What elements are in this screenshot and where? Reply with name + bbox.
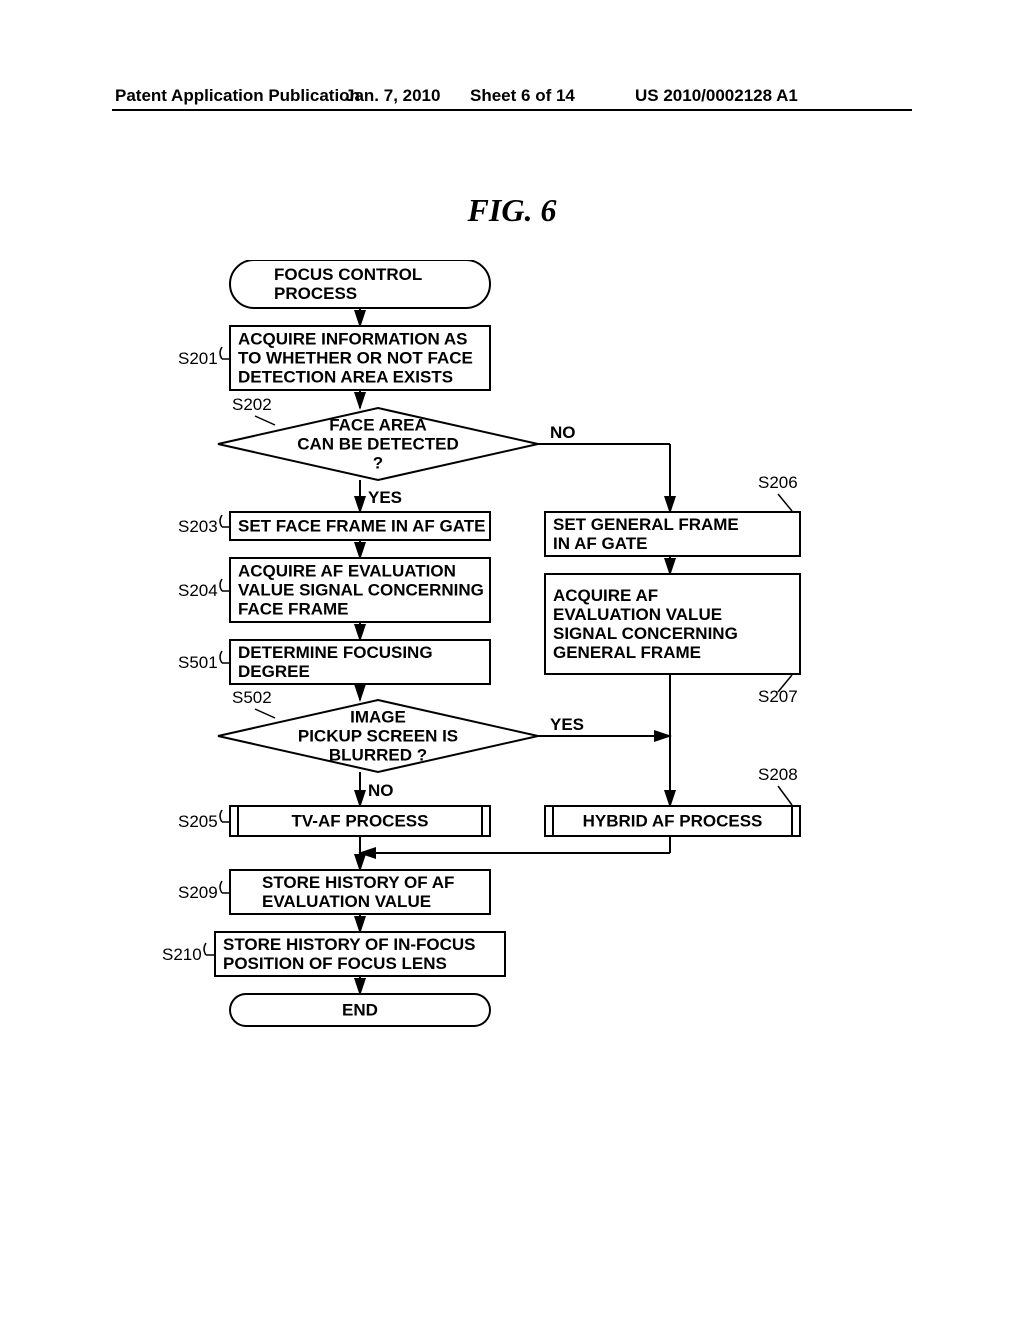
svg-text:TV-AF PROCESS: TV-AF PROCESS — [292, 812, 429, 831]
node-s209: STORE HISTORY OF AFEVALUATION VALUE — [230, 870, 490, 914]
header-pubno: US 2010/0002128 A1 — [635, 86, 798, 106]
node-s208: HYBRID AF PROCESS — [545, 806, 800, 836]
svg-text:DETERMINE FOCUSING: DETERMINE FOCUSING — [238, 643, 433, 662]
svg-text:ACQUIRE AF EVALUATION: ACQUIRE AF EVALUATION — [238, 562, 456, 581]
svg-text:BLURRED ?: BLURRED ? — [329, 746, 427, 765]
svg-text:ACQUIRE INFORMATION AS: ACQUIRE INFORMATION AS — [238, 330, 468, 349]
svg-text:EVALUATION VALUE: EVALUATION VALUE — [262, 892, 431, 911]
node-s206: SET GENERAL FRAMEIN AF GATE — [545, 512, 800, 556]
node-s203: SET FACE FRAME IN AF GATE — [230, 512, 490, 540]
svg-text:DEGREE: DEGREE — [238, 662, 310, 681]
svg-text:YES: YES — [368, 488, 402, 507]
header-sheet: Sheet 6 of 14 — [470, 86, 575, 106]
svg-text:FOCUS CONTROL: FOCUS CONTROL — [274, 265, 422, 284]
svg-text:IMAGE: IMAGE — [350, 708, 406, 727]
svg-text:YES: YES — [550, 715, 584, 734]
svg-text:SET GENERAL FRAME: SET GENERAL FRAME — [553, 515, 739, 534]
svg-text:SIGNAL CONCERNING: SIGNAL CONCERNING — [553, 624, 738, 643]
svg-text:CAN BE DETECTED: CAN BE DETECTED — [297, 435, 459, 454]
node-s210: STORE HISTORY OF IN-FOCUSPOSITION OF FOC… — [215, 932, 505, 976]
svg-text:PICKUP SCREEN IS: PICKUP SCREEN IS — [298, 727, 458, 746]
svg-text:IN AF GATE: IN AF GATE — [553, 534, 647, 553]
svg-text:S204: S204 — [178, 581, 218, 600]
svg-text:S501: S501 — [178, 653, 218, 672]
svg-text:END: END — [342, 1001, 378, 1020]
svg-text:S209: S209 — [178, 883, 218, 902]
node-s204: ACQUIRE AF EVALUATIONVALUE SIGNAL CONCER… — [230, 558, 490, 622]
node-s501: DETERMINE FOCUSINGDEGREE — [230, 640, 490, 684]
svg-text:?: ? — [373, 454, 383, 473]
node-s502: IMAGEPICKUP SCREEN ISBLURRED ? — [218, 700, 538, 772]
node-start: FOCUS CONTROLPROCESS — [230, 260, 490, 308]
node-s205: TV-AF PROCESS — [230, 806, 490, 836]
header-publication: Patent Application Publication — [115, 86, 360, 106]
svg-text:POSITION OF FOCUS LENS: POSITION OF FOCUS LENS — [223, 954, 447, 973]
svg-text:PROCESS: PROCESS — [274, 284, 357, 303]
node-s201: ACQUIRE INFORMATION ASTO WHETHER OR NOT … — [230, 326, 490, 390]
node-end: END — [230, 994, 490, 1026]
flowchart-fig6: YES NO NO YES FOCUS CONTROLPROCESS ACQUIRE IN… — [150, 260, 870, 1090]
svg-text:HYBRID AF PROCESS: HYBRID AF PROCESS — [583, 812, 763, 831]
figure-title: FIG. 6 — [0, 192, 1024, 229]
svg-text:DETECTION AREA EXISTS: DETECTION AREA EXISTS — [238, 368, 453, 387]
svg-text:S208: S208 — [758, 765, 798, 784]
svg-text:TO WHETHER OR NOT FACE: TO WHETHER OR NOT FACE — [238, 349, 473, 368]
svg-text:SET FACE FRAME IN AF GATE: SET FACE FRAME IN AF GATE — [238, 517, 485, 536]
svg-text:S205: S205 — [178, 812, 218, 831]
svg-text:S203: S203 — [178, 517, 218, 536]
svg-text:NO: NO — [368, 781, 394, 800]
patent-page: Patent Application Publication Jan. 7, 2… — [0, 0, 1024, 1320]
svg-text:FACE AREA: FACE AREA — [329, 416, 427, 435]
svg-text:STORE HISTORY OF IN-FOCUS: STORE HISTORY OF IN-FOCUS — [223, 935, 476, 954]
svg-text:EVALUATION VALUE: EVALUATION VALUE — [553, 605, 722, 624]
node-s202: FACE AREACAN BE DETECTED? — [218, 408, 538, 480]
svg-text:S207: S207 — [758, 687, 798, 706]
node-s207: ACQUIRE AFEVALUATION VALUESIGNAL CONCERN… — [545, 574, 800, 674]
svg-text:S502: S502 — [232, 688, 272, 707]
svg-text:NO: NO — [550, 423, 576, 442]
svg-text:S210: S210 — [162, 945, 202, 964]
svg-text:S201: S201 — [178, 349, 218, 368]
header-date: Jan. 7, 2010 — [345, 86, 440, 106]
svg-text:ACQUIRE AF: ACQUIRE AF — [553, 586, 658, 605]
svg-text:GENERAL FRAME: GENERAL FRAME — [553, 643, 701, 662]
svg-text:STORE HISTORY OF AF: STORE HISTORY OF AF — [262, 873, 454, 892]
svg-text:S206: S206 — [758, 473, 798, 492]
svg-text:S202: S202 — [232, 395, 272, 414]
header-divider — [112, 109, 912, 111]
svg-text:VALUE SIGNAL CONCERNING: VALUE SIGNAL CONCERNING — [238, 581, 484, 600]
svg-text:FACE FRAME: FACE FRAME — [238, 600, 349, 619]
